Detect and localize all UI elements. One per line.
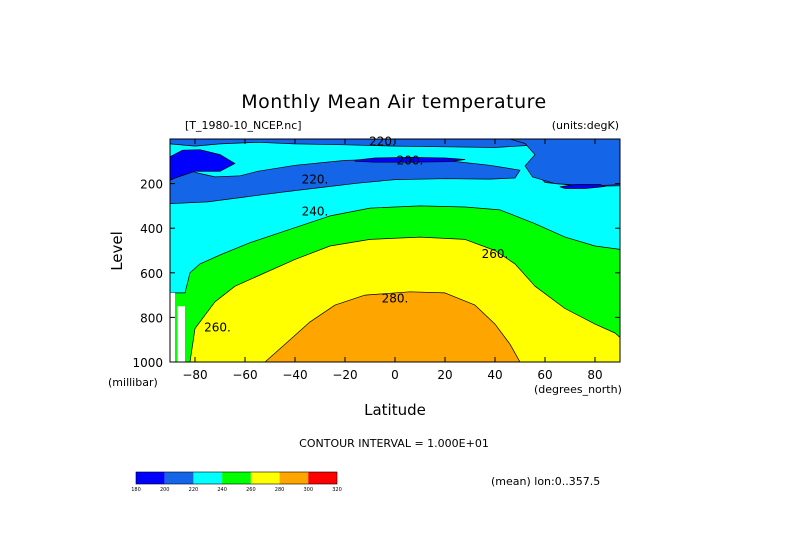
colorbar-tick-label-7: 320 bbox=[332, 487, 342, 493]
x-axis-label: Latitude bbox=[364, 401, 426, 419]
missing-data-area-0 bbox=[170, 292, 175, 362]
temperature-band-region-3 bbox=[170, 139, 521, 205]
temperature-band-region-7 bbox=[559, 184, 606, 189]
contour-label-0: 220. bbox=[369, 134, 396, 148]
chart-title: Monthly Mean Air temperature bbox=[241, 91, 546, 113]
contour-labels: 220.200.220.240.260.280.260. bbox=[204, 134, 509, 335]
y-axis-label: Level bbox=[108, 231, 126, 271]
contour-label-3: 240. bbox=[302, 205, 329, 219]
contour-label-1: 200. bbox=[397, 153, 424, 167]
colorbar-tick-label-0: 180 bbox=[131, 487, 141, 493]
y-tick-label-2: 600 bbox=[140, 267, 163, 281]
temperature-band-region-5 bbox=[170, 149, 236, 181]
colorbar-swatch-4 bbox=[250, 472, 280, 484]
x-tick-label-8: 80 bbox=[587, 368, 602, 382]
y-tick-label-1: 400 bbox=[140, 222, 163, 236]
colorbar-swatch-5 bbox=[279, 472, 309, 484]
colorbar-swatch-6 bbox=[308, 472, 337, 484]
temperature-band-region-4 bbox=[509, 139, 620, 187]
colorbar-swatch-3 bbox=[222, 472, 251, 484]
colorbar-tick-label-5: 280 bbox=[275, 487, 285, 493]
colorbar-swatch-0 bbox=[136, 472, 165, 484]
contour-label-5: 280. bbox=[382, 292, 409, 306]
colorbar-swatch-1 bbox=[164, 472, 194, 484]
colorbar-tick-label-3: 240 bbox=[217, 487, 227, 493]
y-tick-label-3: 800 bbox=[140, 311, 163, 325]
x-tick-label-4: 0 bbox=[391, 368, 399, 382]
dataset-label: [T_1980-10_NCEP.nc] bbox=[185, 119, 302, 132]
temperature-band-region-6 bbox=[354, 156, 466, 163]
colorbar-frame bbox=[135, 471, 338, 485]
y-tick-label-0: 200 bbox=[140, 178, 163, 192]
colorbar-tick-label-2: 220 bbox=[189, 487, 199, 493]
x-tick-label-3: −20 bbox=[332, 368, 357, 382]
contour-interval-text: CONTOUR INTERVAL = 1.000E+01 bbox=[299, 437, 489, 450]
colorbar-tick-label-4: 260 bbox=[246, 487, 256, 493]
x-tick-label-7: 60 bbox=[537, 368, 552, 382]
temperature-band-region-10 bbox=[264, 291, 521, 362]
x-tick-label-0: −80 bbox=[182, 368, 207, 382]
plot-area bbox=[170, 139, 620, 362]
y-units-label: (millibar) bbox=[108, 376, 158, 389]
units-label: (units:degK) bbox=[552, 119, 619, 132]
x-units-label: (degrees_north) bbox=[534, 383, 622, 396]
contour-label-6: 260. bbox=[204, 321, 231, 335]
x-tick-label-1: −60 bbox=[232, 368, 257, 382]
x-tick-label-5: 20 bbox=[437, 368, 452, 382]
colorbar-tick-label-6: 300 bbox=[304, 487, 314, 493]
y-axis-ticks: 200 400 600 800 1000 bbox=[132, 178, 620, 370]
missing-data-area-1 bbox=[177, 306, 185, 362]
x-tick-label-6: 40 bbox=[487, 368, 502, 382]
x-axis-ticks: −80 −60 −40 −20 0 20 40 60 80 bbox=[182, 139, 603, 382]
x-tick-label-2: −40 bbox=[282, 368, 307, 382]
y-tick-label-4: 1000 bbox=[132, 356, 163, 370]
contour-label-2: 220. bbox=[302, 172, 329, 186]
contour-label-4: 260. bbox=[482, 247, 509, 261]
colorbar-swatch-2 bbox=[193, 472, 223, 484]
colorbar-tick-label-1: 200 bbox=[160, 487, 170, 493]
mean-text: (mean) lon:0..357.5 bbox=[491, 475, 600, 488]
colorbar: 180 200 220 240 260 280 300 320 bbox=[131, 471, 342, 493]
